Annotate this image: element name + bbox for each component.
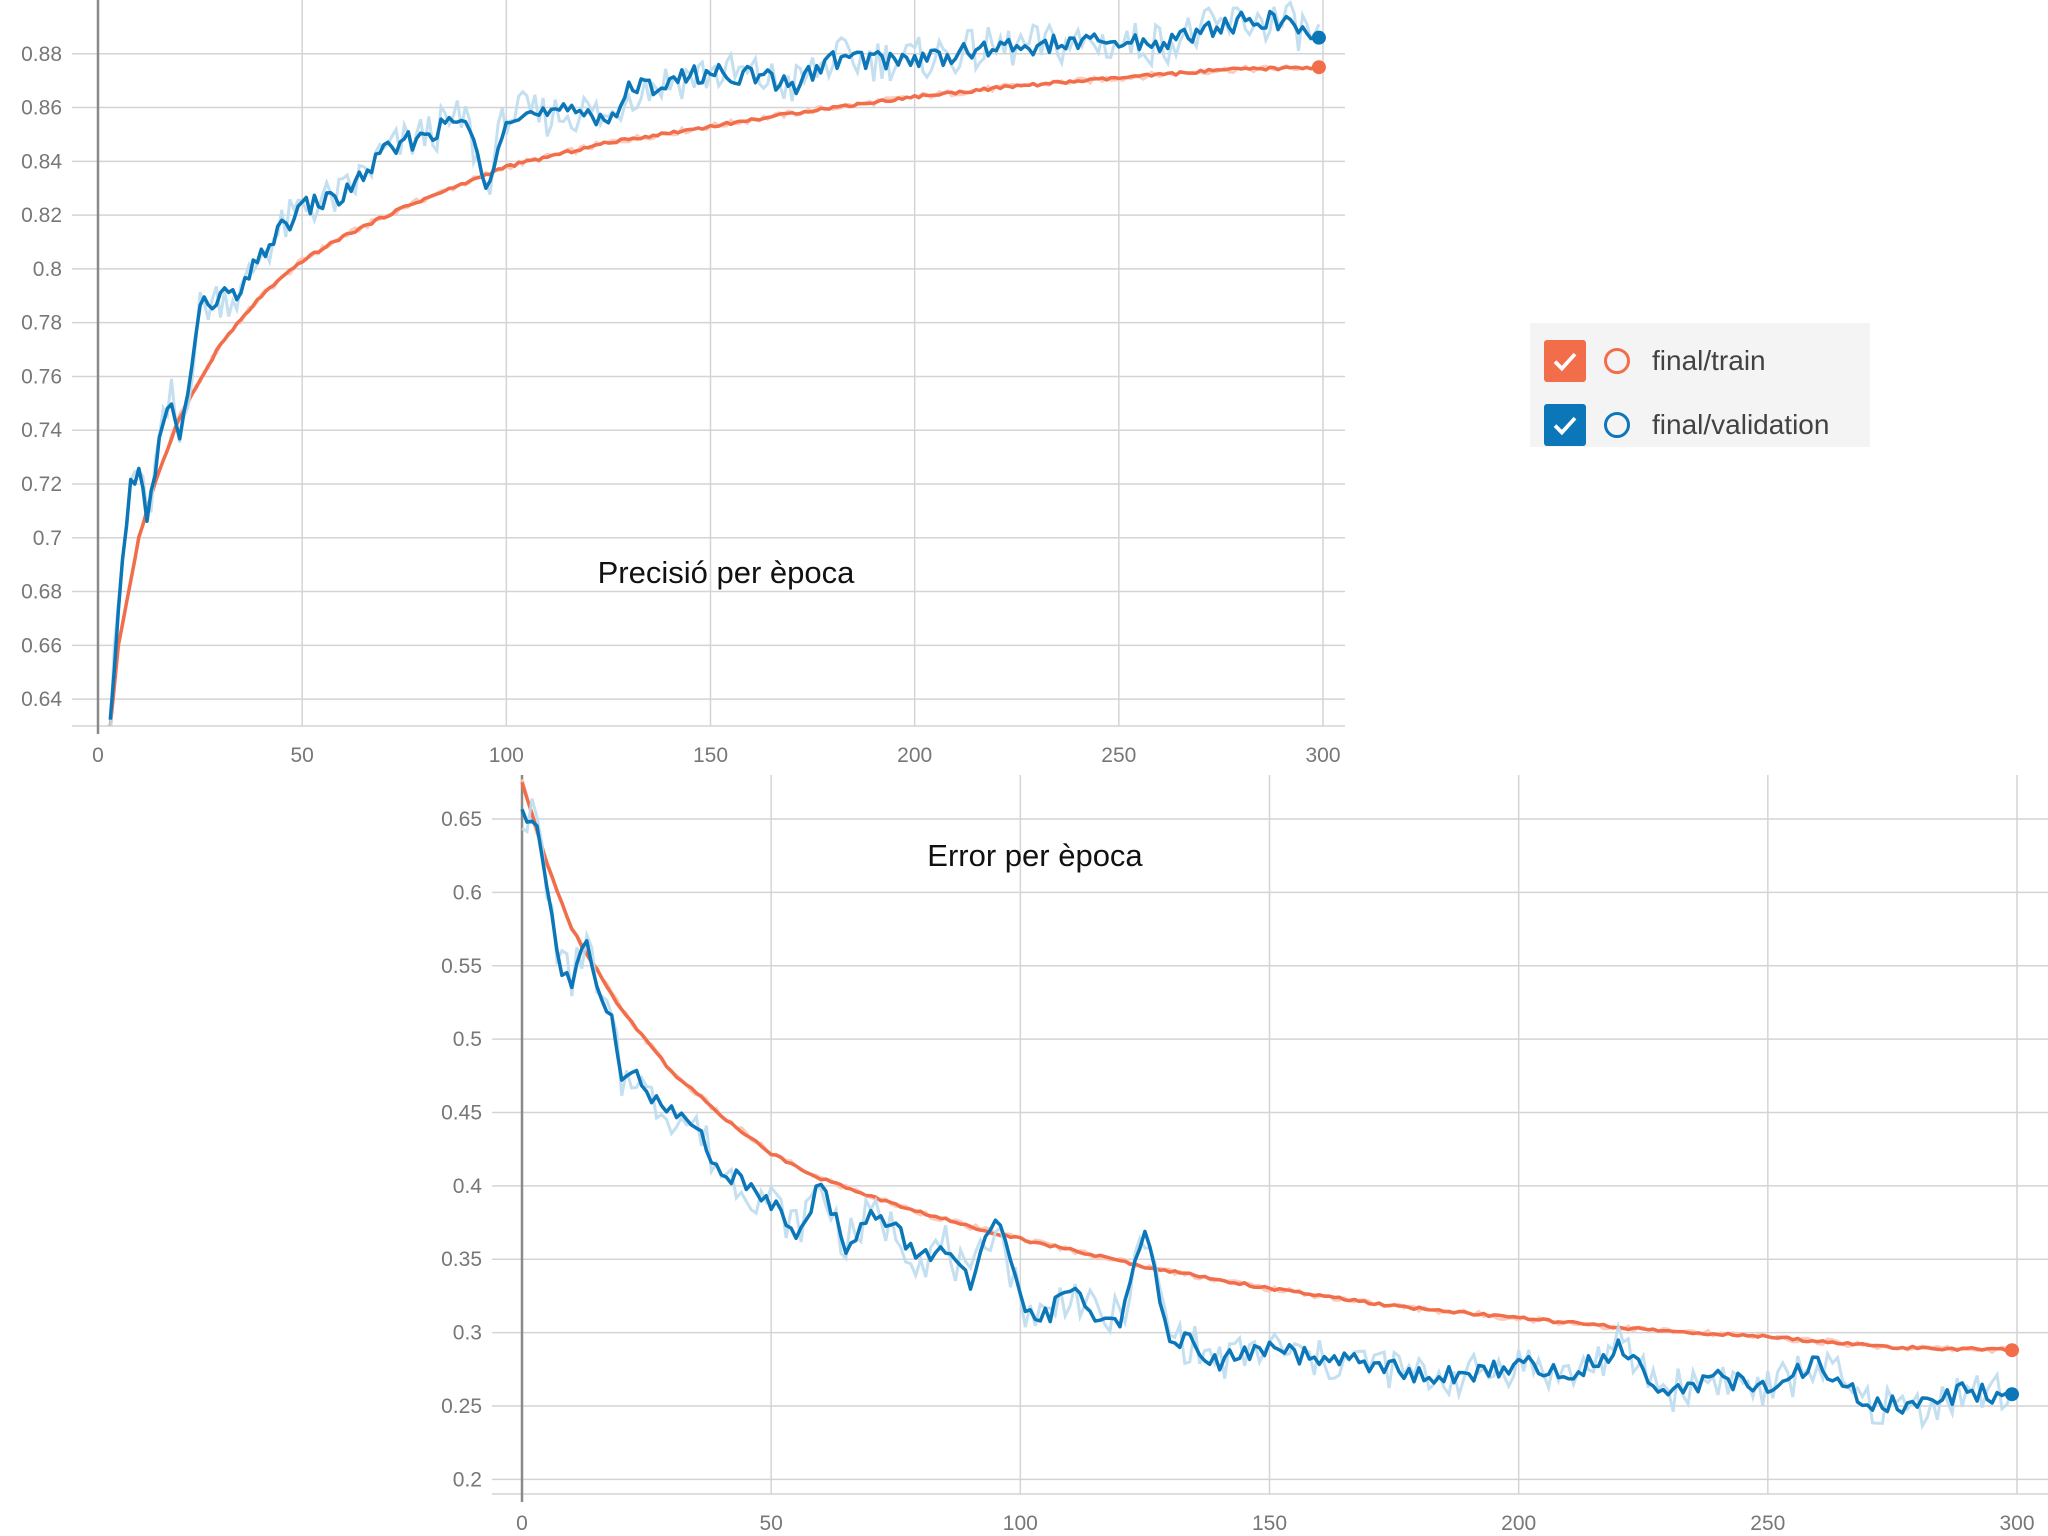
legend-label-train: final/train xyxy=(1652,345,1766,376)
x-tick-label: 200 xyxy=(1501,1512,1536,1535)
accuracy-chart: 0.64 0.66 0.68 0.7 0.72 0.74 0.76 0.78 0.8 0.82 0.… xyxy=(21,0,1345,767)
x-tick-label: 50 xyxy=(759,1512,782,1535)
x-tick-label: 100 xyxy=(1003,1512,1038,1535)
x-tick-label: 0 xyxy=(516,1512,528,1535)
y-tick-label: 0.6 xyxy=(453,881,482,904)
train-line[interactable] xyxy=(520,781,2013,1353)
y-tick-label: 0.8 xyxy=(33,258,62,281)
x-tick-label: 150 xyxy=(693,744,728,767)
check-icon xyxy=(1553,352,1577,372)
y-tick-label: 0.86 xyxy=(21,97,62,120)
y-tick-label: 0.7 xyxy=(33,527,62,550)
accuracy-grid xyxy=(72,0,1345,734)
legend-item-train[interactable]: final/train xyxy=(1544,339,1766,383)
y-tick-label: 0.55 xyxy=(441,955,482,978)
error-chart: 0.2 0.25 0.3 0.35 0.4 0.45 0.5 0.55 0.6 0.65 0 50 1… xyxy=(441,775,2048,1535)
y-tick-label: 0.72 xyxy=(21,473,62,496)
train-checkbox[interactable] xyxy=(1544,340,1586,382)
accuracy-series xyxy=(108,0,1326,726)
error-chart-title: Error per època xyxy=(927,838,1143,873)
y-tick-label: 0.64 xyxy=(21,688,62,711)
accuracy-y-tick-labels: 0.64 0.66 0.68 0.7 0.72 0.74 0.76 0.78 0.8 0.82 0.… xyxy=(21,43,62,711)
legend-label-validation: final/validation xyxy=(1652,409,1830,440)
x-tick-label: 250 xyxy=(1750,1512,1785,1535)
validation-end-point[interactable] xyxy=(2005,1387,2020,1402)
y-tick-label: 0.4 xyxy=(453,1175,483,1198)
y-tick-label: 0.66 xyxy=(21,634,62,657)
validation-line[interactable] xyxy=(520,808,2014,1415)
y-tick-label: 0.35 xyxy=(441,1248,482,1271)
train-end-point[interactable] xyxy=(1311,60,1326,75)
train-raw-line xyxy=(108,63,1320,726)
y-tick-label: 0.25 xyxy=(441,1395,482,1418)
x-tick-label: 150 xyxy=(1252,1512,1287,1535)
y-tick-label: 0.82 xyxy=(21,204,62,227)
x-tick-label: 300 xyxy=(1305,744,1340,767)
y-tick-label: 0.78 xyxy=(21,312,62,335)
y-tick-label: 0.74 xyxy=(21,419,62,442)
y-tick-label: 0.65 xyxy=(441,808,482,831)
x-tick-label: 250 xyxy=(1101,744,1136,767)
train-raw-line xyxy=(520,778,2014,1355)
error-y-tick-labels: 0.2 0.25 0.3 0.35 0.4 0.45 0.5 0.55 0.6 0.65 xyxy=(441,808,482,1491)
legend: final/train final/validation xyxy=(1530,323,1870,447)
train-series-circle-icon xyxy=(1604,348,1630,374)
validation-raw-line xyxy=(109,0,1321,726)
validation-end-point[interactable] xyxy=(1311,30,1326,45)
train-end-point[interactable] xyxy=(2005,1343,2020,1358)
y-tick-label: 0.45 xyxy=(441,1101,482,1124)
x-tick-label: 100 xyxy=(489,744,524,767)
x-tick-label: 200 xyxy=(897,744,932,767)
y-tick-label: 0.3 xyxy=(453,1322,482,1345)
y-tick-label: 0.84 xyxy=(21,150,62,173)
train-line[interactable] xyxy=(108,65,1320,726)
check-icon xyxy=(1553,416,1577,436)
y-tick-label: 0.76 xyxy=(21,365,62,388)
validation-checkbox[interactable] xyxy=(1544,404,1586,446)
legend-item-validation[interactable]: final/validation xyxy=(1544,403,1829,447)
x-tick-label: 300 xyxy=(1999,1512,2034,1535)
y-tick-label: 0.68 xyxy=(21,581,62,604)
accuracy-chart-title: Precisió per època xyxy=(598,555,856,590)
x-tick-label: 50 xyxy=(290,744,313,767)
error-grid xyxy=(492,775,2048,1502)
error-x-tick-labels: 0 50 100 150 200 250 300 xyxy=(516,1512,2034,1535)
validation-series-circle-icon xyxy=(1604,412,1630,438)
accuracy-x-tick-labels: 0 50 100 150 200 250 300 xyxy=(92,744,1340,767)
x-tick-label: 0 xyxy=(92,744,104,767)
y-tick-label: 0.88 xyxy=(21,43,62,66)
error-series xyxy=(520,778,2020,1431)
validation-line[interactable] xyxy=(108,9,1320,720)
y-tick-label: 0.5 xyxy=(453,1028,482,1051)
y-tick-label: 0.2 xyxy=(453,1468,482,1491)
